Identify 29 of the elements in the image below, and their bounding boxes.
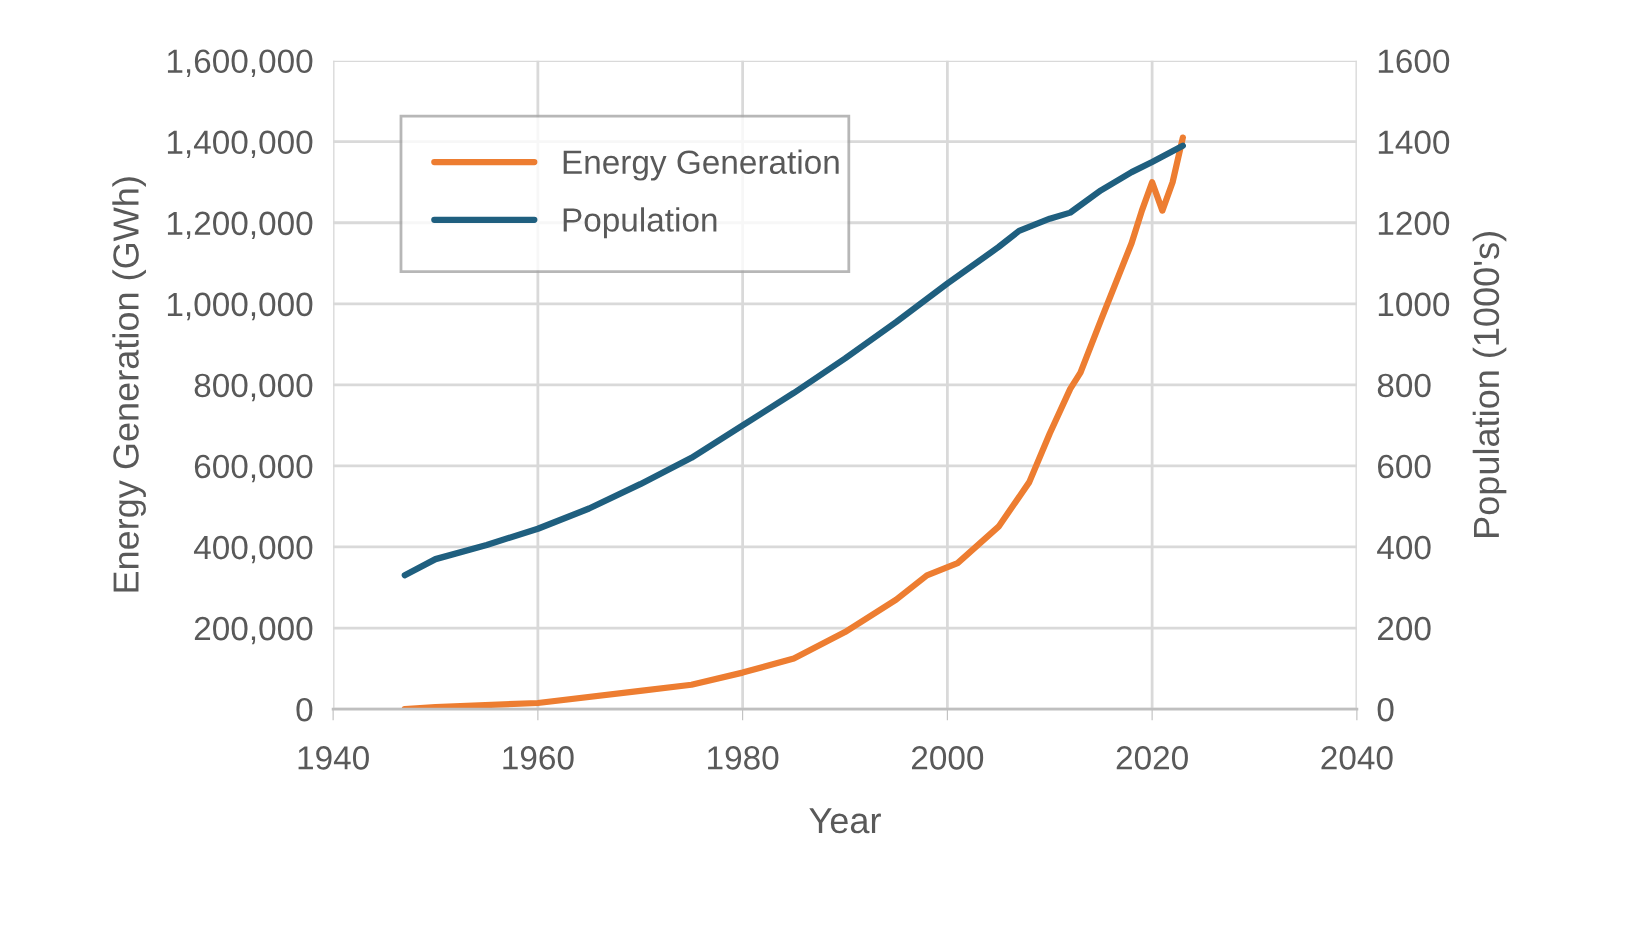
- y-tick-label: 1,600,000: [167, 49, 313, 77]
- y2-tick-label: 1600: [1378, 49, 1450, 74]
- y2-tick-label: 0: [1377, 697, 1394, 722]
- y-tick-label: 200,000: [194, 616, 313, 645]
- x-tick-label: 1940: [298, 746, 369, 770]
- y-tick-label: 600,000: [194, 454, 313, 483]
- y-tick-label: 1,000,000: [167, 292, 313, 321]
- x-tick-label: 1980: [708, 746, 779, 770]
- x-tick-label: 2020: [1116, 746, 1188, 770]
- x-tick-label: 2000: [911, 746, 984, 770]
- x-axis-title: Year: [809, 808, 881, 834]
- y-tick-label: 800,000: [194, 373, 313, 402]
- y-axis-title: Energy Generation (GWh): [112, 177, 146, 592]
- y2-tick-label: 1000: [1378, 292, 1450, 317]
- y2-axis-title: Population (1000's): [1472, 232, 1507, 537]
- y-tick-label: 1,200,000: [167, 211, 313, 240]
- y-tick-label: 1,400,000: [167, 130, 313, 159]
- y2-tick-label: 200: [1378, 616, 1431, 641]
- y2-tick-label: 800: [1377, 373, 1431, 398]
- y2-tick-label: 600: [1378, 454, 1431, 479]
- legend-label: Energy Generation: [563, 149, 839, 181]
- y-tick-label: 400,000: [193, 535, 313, 564]
- y2-tick-label: 400: [1377, 535, 1431, 560]
- legend-label: Population: [563, 207, 717, 239]
- y2-tick-label: 1400: [1378, 130, 1450, 155]
- y2-tick-label: 1200: [1378, 211, 1450, 236]
- x-tick-label: 2040: [1321, 746, 1393, 770]
- x-tick-label: 1960: [503, 746, 574, 770]
- y-tick-label: 0: [296, 697, 313, 722]
